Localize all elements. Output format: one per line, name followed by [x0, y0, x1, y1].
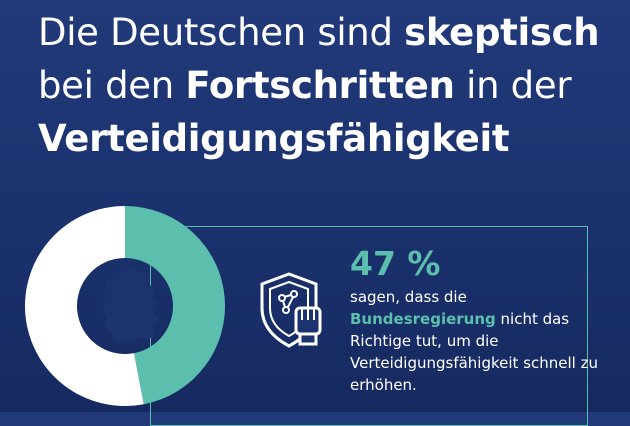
- donut-chart: [25, 206, 226, 406]
- callout-text: nicht das Richtige tut, um die Verteidig…: [350, 310, 598, 394]
- headline-line-2: bei den Fortschritten in der: [38, 59, 618, 112]
- headline-text: in der: [454, 64, 572, 107]
- headline-text: bei den: [38, 64, 186, 107]
- callout-highlight: Bundesregierung: [350, 310, 496, 328]
- callout-description: sagen, dass die Bundesregierung nicht das…: [350, 286, 600, 396]
- headline-line-1: Die Deutschen sind skeptisch: [38, 6, 618, 59]
- donut-slices: [25, 206, 226, 406]
- headline-emphasis: skeptisch: [404, 11, 600, 54]
- callout-text: sagen, dass die: [350, 288, 467, 306]
- shield-fist-icon: [260, 272, 322, 348]
- headline-line-3: Verteidigungsfähigkeit: [38, 112, 618, 165]
- percentage-value: 47 %: [350, 244, 441, 283]
- donut-slice-1: [125, 206, 226, 405]
- headline-emphasis: Verteidigungsfähigkeit: [38, 117, 510, 160]
- donut-slice-2: [25, 206, 144, 406]
- headline-text: Die Deutschen sind: [38, 11, 405, 54]
- headline-emphasis: Fortschritten: [185, 64, 455, 107]
- headline: Die Deutschen sind skeptisch bei den For…: [38, 6, 618, 165]
- germany-map-icon: [101, 268, 159, 344]
